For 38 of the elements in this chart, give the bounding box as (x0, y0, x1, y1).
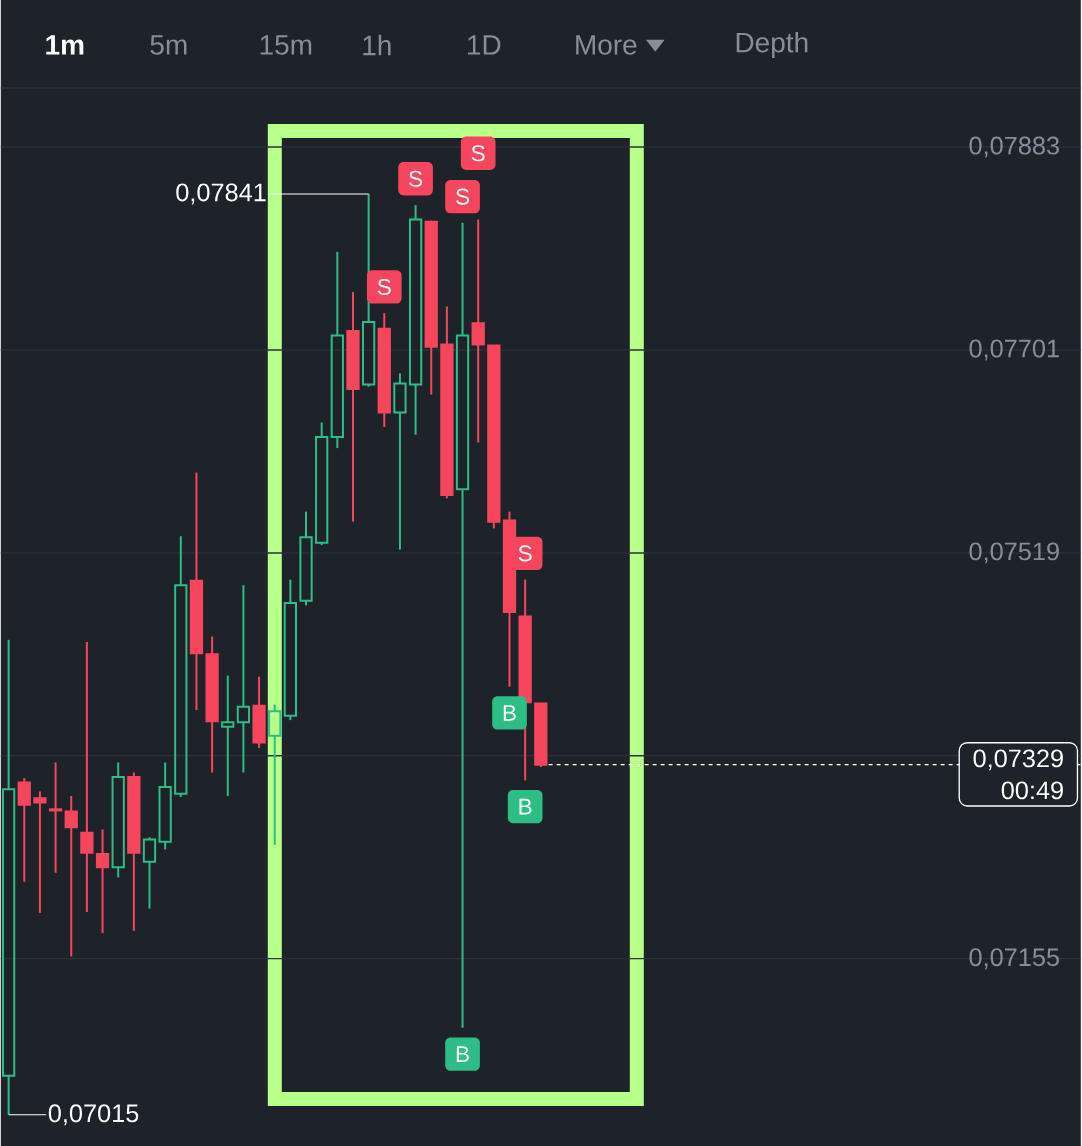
annotation: B (519, 798, 532, 815)
text: 5m (150, 35, 187, 55)
candlestick (393, 372, 407, 551)
annotation: S (456, 188, 470, 205)
candlestick (221, 674, 235, 797)
y-tick-label: 0,07701 (969, 339, 1060, 361)
annotation: 0,07015 (48, 1104, 139, 1126)
annotation: S (409, 170, 423, 187)
candlestick (111, 761, 126, 879)
candlestick (64, 794, 79, 958)
candlestick (471, 218, 486, 444)
annotation: 0,07841 (176, 183, 266, 205)
text: 1m (46, 35, 84, 55)
candlestick (80, 641, 94, 913)
text: 1h (363, 34, 391, 56)
y-tick-label: 0,07883 (969, 136, 1060, 158)
text: 15m (260, 35, 312, 55)
text: More (576, 35, 637, 55)
candlestick (456, 221, 470, 1029)
candlestick (2, 638, 16, 1116)
annotation: 00:49 (1001, 781, 1064, 800)
candlestick (409, 204, 423, 436)
text: 1D (468, 35, 501, 55)
text: Depth (736, 31, 808, 59)
y-tick-label: 0,07519 (969, 542, 1060, 564)
candlestick (236, 584, 251, 774)
y-tick-label: 0,07155 (969, 948, 1060, 970)
annotation: S (471, 145, 485, 162)
candlestick (49, 761, 63, 874)
annotation: B (504, 705, 517, 721)
candlestick (17, 777, 32, 883)
ref-line-label: 0,07329 (973, 749, 1064, 771)
candlestick (330, 250, 345, 450)
candlestick (96, 828, 110, 935)
candlestick (33, 790, 47, 914)
annotation: B (457, 1046, 470, 1062)
annotation: S (518, 545, 532, 562)
annotation: S (377, 278, 391, 295)
